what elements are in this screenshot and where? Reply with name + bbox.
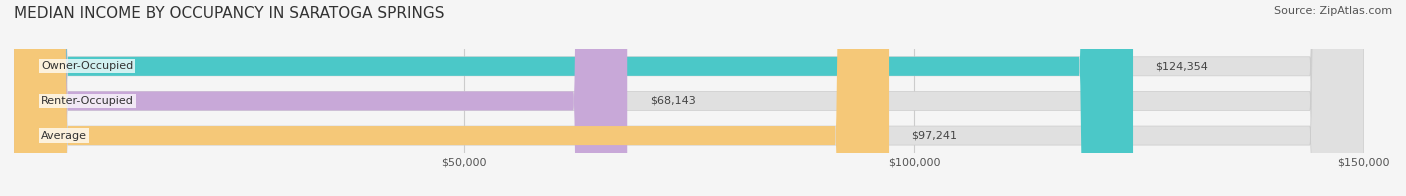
Text: Owner-Occupied: Owner-Occupied xyxy=(41,61,134,71)
Text: Average: Average xyxy=(41,131,87,141)
Text: $97,241: $97,241 xyxy=(911,131,957,141)
FancyBboxPatch shape xyxy=(14,0,1133,196)
Text: Renter-Occupied: Renter-Occupied xyxy=(41,96,134,106)
Text: MEDIAN INCOME BY OCCUPANCY IN SARATOGA SPRINGS: MEDIAN INCOME BY OCCUPANCY IN SARATOGA S… xyxy=(14,6,444,21)
FancyBboxPatch shape xyxy=(14,0,1364,196)
FancyBboxPatch shape xyxy=(14,0,627,196)
Text: $68,143: $68,143 xyxy=(650,96,696,106)
FancyBboxPatch shape xyxy=(14,0,889,196)
FancyBboxPatch shape xyxy=(14,0,1364,196)
Text: Source: ZipAtlas.com: Source: ZipAtlas.com xyxy=(1274,6,1392,16)
FancyBboxPatch shape xyxy=(14,0,1364,196)
Text: $124,354: $124,354 xyxy=(1156,61,1208,71)
